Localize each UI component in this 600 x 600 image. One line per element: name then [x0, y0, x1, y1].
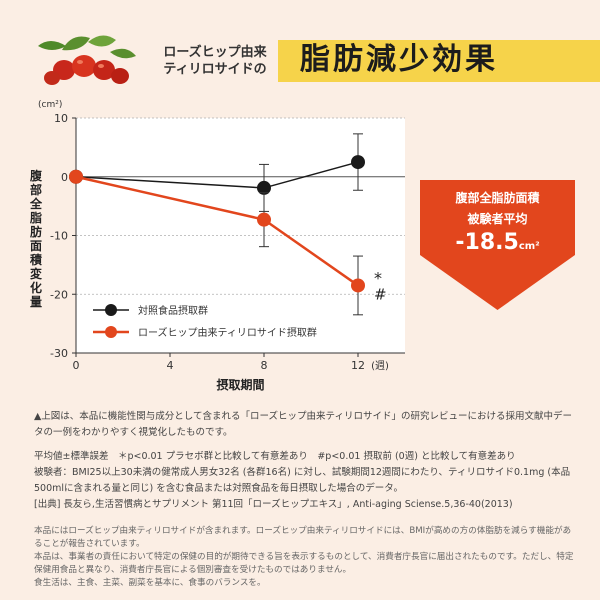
callout-value-number: -18.5 [455, 230, 519, 255]
fine-print-line-2: 本品は、事業者の責任において特定の保健の目的が期待できる旨を表示するものとして、… [34, 552, 574, 575]
callout-value-unit: cm² [518, 241, 540, 252]
y-axis-label-char: 腹 [30, 168, 43, 183]
y-axis-label-char: 脂 [29, 210, 42, 225]
y-axis-label-char: 変 [30, 266, 43, 281]
data-point [351, 278, 365, 293]
note-summary: ▲上図は、本品に機能性関与成分として含まれる「ローズヒップ由来ティリロサイド」の… [34, 411, 572, 438]
page-title: 脂肪減少効果 [300, 42, 498, 77]
header-subtitle: ローズヒップ由来 ティリロサイドの [150, 44, 280, 78]
subtitle-line-2: ティリロサイドの [163, 62, 267, 77]
subtitle-line-1: ローズヒップ由来 [163, 45, 267, 60]
study-notes: ▲上図は、本品に機能性関与成分として含まれる「ローズヒップ由来ティリロサイド」の… [34, 409, 574, 513]
y-axis-label-char: 面 [30, 239, 42, 253]
y-axis-label-char: 積 [29, 252, 43, 267]
x-tick-label: 4 [167, 359, 174, 372]
callout-line-2: 被験者平均 [467, 212, 528, 226]
legend-marker [105, 304, 117, 316]
y-axis-label-char: 化 [30, 280, 42, 295]
note-statistics: 平均値±標準誤差 ＊p<0.01 プラセボ群と比較して有意差あり #p<0.01… [34, 451, 516, 462]
rosehip-illustration [38, 35, 136, 85]
unit-label: (cm²) [38, 100, 62, 110]
x-unit-label: (週) [371, 360, 389, 372]
fine-print: 本品にはローズヒップ由来ティリロサイドが含まれます。ローズヒップ由来ティリロサイ… [34, 525, 574, 590]
data-point [257, 180, 271, 195]
data-point [351, 155, 365, 170]
legend-label: ローズヒップ由来ティリロサイド摂取群 [138, 326, 317, 339]
y-tick-label: 10 [54, 112, 68, 125]
y-tick-label: -30 [50, 347, 68, 360]
y-axis-label-char: 肪 [30, 224, 42, 239]
callout-arrow [420, 180, 575, 310]
title-highlight [278, 40, 600, 82]
y-tick-label: -10 [50, 230, 68, 243]
x-tick-label: 0 [73, 359, 80, 372]
fine-print-line-3: 食生活は、主食、主菜、副菜を基本に、食事のバランスを。 [34, 578, 266, 588]
note-source: [出典] 長友ら,生活習慣病とサプリメント 第11回「ローズヒップエキス」, A… [34, 499, 513, 510]
callout-value: -18.5cm² [420, 230, 575, 255]
header: ローズヒップ由来 ティリロサイドの 脂肪減少効果 [0, 0, 600, 100]
y-tick-label: 0 [61, 171, 68, 184]
fine-print-line-1: 本品にはローズヒップ由来ティリロサイドが含まれます。ローズヒップ由来ティリロサイ… [34, 526, 572, 549]
significance-mark: # [374, 285, 387, 303]
data-point [69, 169, 83, 184]
note-subjects: 被験者：BMI25以上30未満の健常成人男女32名 (各群16名) に対し、試験… [34, 467, 571, 494]
y-axis-label-char: 全 [29, 196, 43, 211]
y-axis-label-char: 部 [30, 182, 42, 197]
callout-line-1: 腹部全脂肪面積 [455, 191, 540, 205]
y-axis-label-char: 量 [30, 295, 42, 309]
y-tick-label: -20 [50, 288, 68, 301]
x-tick-label: 12 [351, 359, 365, 372]
x-tick-label: 8 [261, 359, 268, 372]
data-point [257, 212, 271, 227]
x-axis-label: 摂取期間 [216, 377, 264, 392]
chart: 10 0 -10 -20 -30 0 4 8 12 (週) 摂取期間 (cm²) 腹部全脂肪面積変化量 *… [0, 95, 600, 400]
legend-label: 対照食品摂取群 [138, 304, 208, 317]
significance-mark: * [374, 268, 382, 287]
legend-marker [105, 326, 117, 338]
